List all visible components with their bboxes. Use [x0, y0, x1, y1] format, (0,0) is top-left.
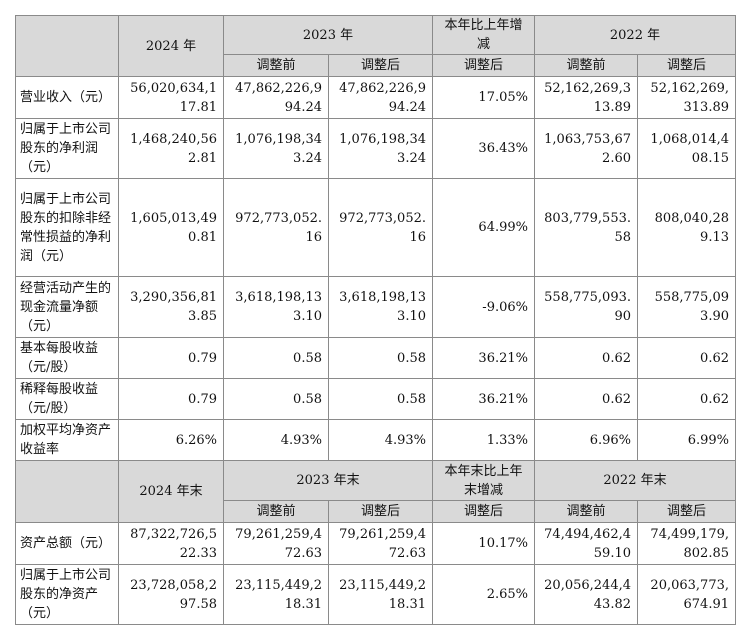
value-2023-after: 23,115,449,218.31	[328, 564, 433, 625]
value-2024: 3,290,356,813.85	[118, 276, 224, 338]
table-row: 归属于上市公司股东的净资产（元） 23,728,058,297.58 23,11…	[15, 564, 736, 625]
header-change-after: 调整后	[432, 54, 535, 77]
value-change: -9.06%	[432, 276, 535, 338]
table-row: 经营活动产生的现金流量净额（元） 3,290,356,813.85 3,618,…	[15, 276, 736, 338]
value-2022-before: 20,056,244,443.82	[534, 564, 638, 625]
value-change: 1.33%	[432, 419, 535, 461]
header-2023-end-before: 调整前	[223, 500, 329, 523]
table-row: 基本每股收益（元/股） 0.79 0.58 0.58 36.21% 0.62 0…	[15, 337, 736, 379]
value-change: 10.17%	[432, 522, 535, 565]
value-change: 36.21%	[432, 337, 535, 379]
row-label: 归属于上市公司股东的扣除非经常性损益的净利润（元）	[15, 178, 119, 277]
value-2024: 0.79	[118, 378, 224, 420]
value-2023-after: 0.58	[328, 378, 433, 420]
value-2023-before: 23,115,449,218.31	[223, 564, 329, 625]
value-2022-before: 0.62	[534, 337, 638, 379]
table-row: 营业收入（元） 56,020,634,117.81 47,862,226,994…	[15, 76, 736, 119]
value-2023-before: 1,076,198,343.24	[223, 118, 329, 179]
value-change: 2.65%	[432, 564, 535, 625]
value-2022-after: 808,040,289.13	[637, 178, 736, 277]
value-2023-after: 47,862,226,994.24	[328, 76, 433, 119]
value-2023-after: 3,618,198,133.10	[328, 276, 433, 338]
row-label: 加权平均净资产收益率	[15, 419, 119, 461]
row-label: 经营活动产生的现金流量净额（元）	[15, 276, 119, 338]
value-2023-before: 972,773,052.16	[223, 178, 329, 277]
header-2023: 2023 年	[223, 15, 433, 55]
row-label: 资产总额（元）	[15, 522, 119, 565]
row-label: 归属于上市公司股东的净资产（元）	[15, 564, 119, 625]
value-2022-before: 803,779,553.58	[534, 178, 638, 277]
value-2023-after: 0.58	[328, 337, 433, 379]
row-label: 归属于上市公司股东的净利润（元）	[15, 118, 119, 179]
value-2024: 6.26%	[118, 419, 224, 461]
value-2023-before: 0.58	[223, 337, 329, 379]
value-2023-before: 4.93%	[223, 419, 329, 461]
value-2022-before: 52,162,269,313.89	[534, 76, 638, 119]
header-2023-after: 调整后	[328, 54, 433, 77]
header-2024: 2024 年	[118, 15, 224, 77]
value-2024: 1,605,013,490.81	[118, 178, 224, 277]
value-2023-before: 0.58	[223, 378, 329, 420]
header-2023-before: 调整前	[223, 54, 329, 77]
value-2022-after: 0.62	[637, 337, 736, 379]
table-row: 稀释每股收益（元/股） 0.79 0.58 0.58 36.21% 0.62 0…	[15, 378, 736, 420]
value-2024: 56,020,634,117.81	[118, 76, 224, 119]
value-2022-before: 0.62	[534, 378, 638, 420]
row-label: 稀释每股收益（元/股）	[15, 378, 119, 420]
value-2022-after: 558,775,093.90	[637, 276, 736, 338]
value-2022-before: 1,063,753,672.60	[534, 118, 638, 179]
value-2023-before: 3,618,198,133.10	[223, 276, 329, 338]
value-2024: 1,468,240,562.81	[118, 118, 224, 179]
value-2023-after: 972,773,052.16	[328, 178, 433, 277]
value-2023-after: 4.93%	[328, 419, 433, 461]
header-2022-end-before: 调整前	[534, 500, 638, 523]
value-change: 36.43%	[432, 118, 535, 179]
value-2022-after: 52,162,269,313.89	[637, 76, 736, 119]
header-2022: 2022 年	[534, 15, 736, 55]
value-2022-before: 74,494,462,459.10	[534, 522, 638, 565]
header-2022-end-after: 调整后	[637, 500, 736, 523]
row-label: 基本每股收益（元/股）	[15, 337, 119, 379]
value-2023-after: 79,261,259,472.63	[328, 522, 433, 565]
value-2022-after: 6.99%	[637, 419, 736, 461]
table-row: 归属于上市公司股东的扣除非经常性损益的净利润（元） 1,605,013,490.…	[15, 178, 736, 277]
header-2022-end: 2022 年末	[534, 460, 736, 501]
value-2022-after: 0.62	[637, 378, 736, 420]
value-2024: 0.79	[118, 337, 224, 379]
corner-cell	[15, 460, 119, 523]
value-2024: 23,728,058,297.58	[118, 564, 224, 625]
financial-indicators-table: 2024 年 2023 年 本年比上年增减 2022 年 调整前 调整后 调整后…	[15, 15, 736, 625]
table-row: 资产总额（元） 87,322,726,522.33 79,261,259,472…	[15, 522, 736, 565]
header-2023-end: 2023 年末	[223, 460, 433, 501]
header-change-end: 本年末比上年末增减	[432, 460, 535, 501]
header-2022-after: 调整后	[637, 54, 736, 77]
value-2024: 87,322,726,522.33	[118, 522, 224, 565]
value-2022-after: 20,063,773,674.91	[637, 564, 736, 625]
value-change: 17.05%	[432, 76, 535, 119]
value-2022-before: 6.96%	[534, 419, 638, 461]
header-2022-before: 调整前	[534, 54, 638, 77]
header-change-end-after: 调整后	[432, 500, 535, 523]
corner-cell	[15, 15, 119, 77]
table-row: 归属于上市公司股东的净利润（元） 1,468,240,562.81 1,076,…	[15, 118, 736, 179]
value-2023-before: 47,862,226,994.24	[223, 76, 329, 119]
header-2023-end-after: 调整后	[328, 500, 433, 523]
value-change: 36.21%	[432, 378, 535, 420]
header-2024-end: 2024 年末	[118, 460, 224, 523]
value-2023-before: 79,261,259,472.63	[223, 522, 329, 565]
value-2022-after: 74,499,179,802.85	[637, 522, 736, 565]
value-2022-after: 1,068,014,408.15	[637, 118, 736, 179]
value-2022-before: 558,775,093.90	[534, 276, 638, 338]
table-row: 加权平均净资产收益率 6.26% 4.93% 4.93% 1.33% 6.96%…	[15, 419, 736, 461]
value-2023-after: 1,076,198,343.24	[328, 118, 433, 179]
row-label: 营业收入（元）	[15, 76, 119, 119]
header-change: 本年比上年增减	[432, 15, 535, 55]
value-change: 64.99%	[432, 178, 535, 277]
